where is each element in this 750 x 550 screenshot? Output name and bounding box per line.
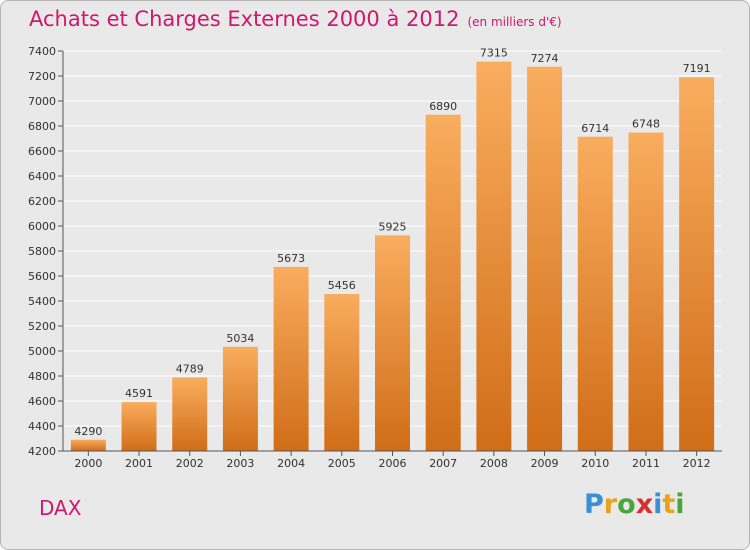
y-tick-label: 7400 bbox=[28, 45, 56, 58]
data-label: 6748 bbox=[632, 118, 660, 131]
y-tick-label: 5200 bbox=[28, 320, 56, 333]
x-tick-label: 2002 bbox=[176, 457, 204, 470]
bar bbox=[527, 66, 563, 451]
x-tick-label: 2006 bbox=[379, 457, 407, 470]
x-tick-label: 2005 bbox=[328, 457, 356, 470]
y-tick-label: 4400 bbox=[28, 420, 56, 433]
bar bbox=[375, 235, 410, 451]
data-label: 7191 bbox=[683, 62, 711, 75]
y-tick-label: 5000 bbox=[28, 345, 56, 358]
y-tick-label: 6800 bbox=[28, 120, 56, 133]
bar bbox=[577, 136, 613, 451]
value-labels: 4290 4591 4789 5034 5673 5456 5925 6890 7315 7274… bbox=[74, 47, 710, 438]
logo-letter: i bbox=[675, 489, 685, 520]
logo-letter: P bbox=[584, 489, 604, 520]
data-label: 6714 bbox=[581, 122, 609, 135]
data-label: 7274 bbox=[531, 52, 559, 65]
logo-letter: o bbox=[617, 489, 636, 520]
y-tick-label: 5400 bbox=[28, 295, 56, 308]
chart-title: Achats et Charges Externes 2000 à 2012 (e… bbox=[29, 7, 562, 31]
y-tick-label: 4800 bbox=[28, 370, 56, 383]
x-tick-label: 2007 bbox=[429, 457, 457, 470]
proxiti-logo: Proxiti bbox=[584, 489, 685, 520]
logo-letter: i bbox=[653, 489, 663, 520]
data-label: 4789 bbox=[176, 362, 204, 375]
x-tick-label: 2012 bbox=[683, 457, 711, 470]
y-tick-label: 4600 bbox=[28, 395, 56, 408]
y-tick-label: 6600 bbox=[28, 145, 56, 158]
x-tick-label: 2003 bbox=[226, 457, 254, 470]
y-tick-label: 5800 bbox=[28, 245, 56, 258]
x-tick-label: 2001 bbox=[125, 457, 153, 470]
axes: 4200 4400 4600 4800 5000 5200 5400 5600 5800 6000… bbox=[28, 45, 722, 470]
city-label: DAX bbox=[39, 496, 82, 520]
logo-letter: r bbox=[603, 489, 618, 520]
unit-label: (en milliers d'€) bbox=[467, 15, 562, 29]
x-tick-label: 2009 bbox=[531, 457, 559, 470]
data-label: 5456 bbox=[328, 279, 356, 292]
data-label: 7315 bbox=[480, 47, 508, 60]
data-label: 5034 bbox=[226, 332, 254, 345]
y-tick-label: 5600 bbox=[28, 270, 56, 283]
data-label: 5673 bbox=[277, 252, 305, 265]
x-tick-label: 2008 bbox=[480, 457, 508, 470]
bars bbox=[70, 61, 715, 451]
title-text: Achats et Charges Externes 2000 à 2012 bbox=[29, 7, 460, 31]
logo-letter: x bbox=[635, 489, 654, 520]
x-tick-label: 2004 bbox=[277, 457, 305, 470]
y-tick-label: 6000 bbox=[28, 220, 56, 233]
y-tick-label: 6200 bbox=[28, 195, 56, 208]
x-tick-label: 2000 bbox=[74, 457, 102, 470]
y-tick-label: 7200 bbox=[28, 70, 56, 83]
y-tick-label: 7000 bbox=[28, 95, 56, 108]
y-tick-label: 4200 bbox=[28, 445, 56, 458]
bar bbox=[425, 114, 461, 451]
data-label: 4290 bbox=[74, 425, 102, 438]
data-label: 5925 bbox=[379, 220, 407, 233]
bar bbox=[324, 294, 360, 451]
x-tick-label: 2010 bbox=[581, 457, 609, 470]
x-tick-label: 2011 bbox=[632, 457, 660, 470]
data-label: 4591 bbox=[125, 387, 153, 400]
bar bbox=[70, 439, 106, 451]
bar bbox=[121, 402, 157, 451]
logo-letter: t bbox=[662, 489, 676, 520]
bar bbox=[172, 377, 208, 451]
bar bbox=[273, 266, 309, 451]
bar bbox=[679, 77, 715, 451]
data-label: 6890 bbox=[429, 100, 457, 113]
y-tick-label: 6400 bbox=[28, 170, 56, 183]
bar bbox=[476, 61, 512, 451]
bar bbox=[222, 346, 258, 451]
bar bbox=[628, 132, 664, 451]
